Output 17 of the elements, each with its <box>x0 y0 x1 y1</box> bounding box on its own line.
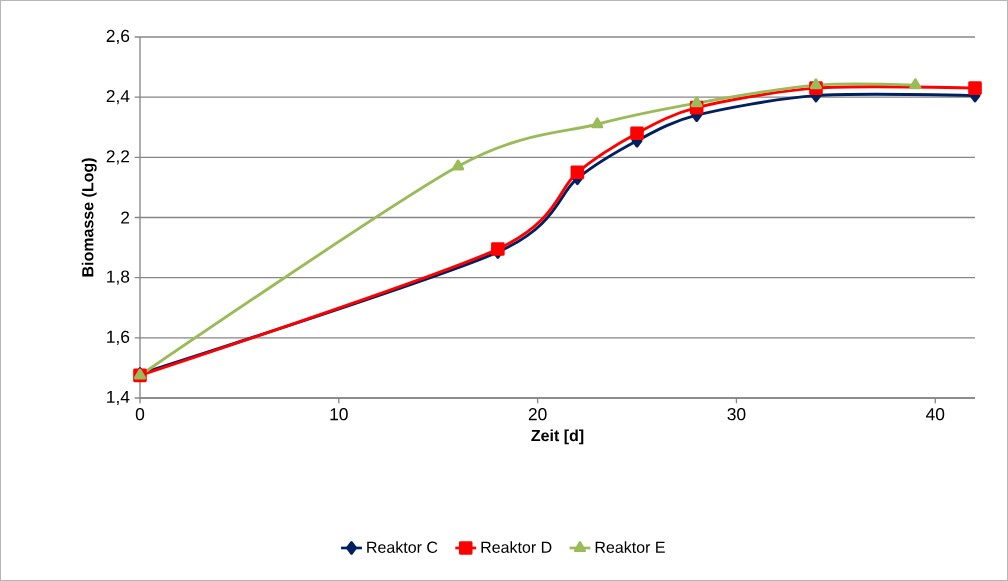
y-tick-label: 2,2 <box>106 150 130 165</box>
x-tick-label: 0 <box>135 408 145 421</box>
x-tick-label: 20 <box>528 408 547 421</box>
legend-label: Reaktor D <box>481 541 552 553</box>
y-tick-label: 1,8 <box>107 270 130 285</box>
y-tick-label: 1,4 <box>107 390 130 406</box>
y-tick-label: 2,6 <box>106 29 130 45</box>
legend-label: Reaktor C <box>367 541 438 553</box>
legend-label: Reaktor E <box>595 541 665 553</box>
x-tick-label: 30 <box>727 408 746 421</box>
y-tick-label: 2,4 <box>106 89 130 105</box>
y-tick-label: 1,6 <box>107 330 130 345</box>
y-axis-title: Biomasse (Log) <box>81 158 97 277</box>
x-tick-label: 10 <box>330 408 348 421</box>
y-tick-label: 2 <box>121 211 130 224</box>
x-tick-label: 40 <box>926 408 945 421</box>
x-axis-title: Zeit [d] <box>531 429 584 445</box>
